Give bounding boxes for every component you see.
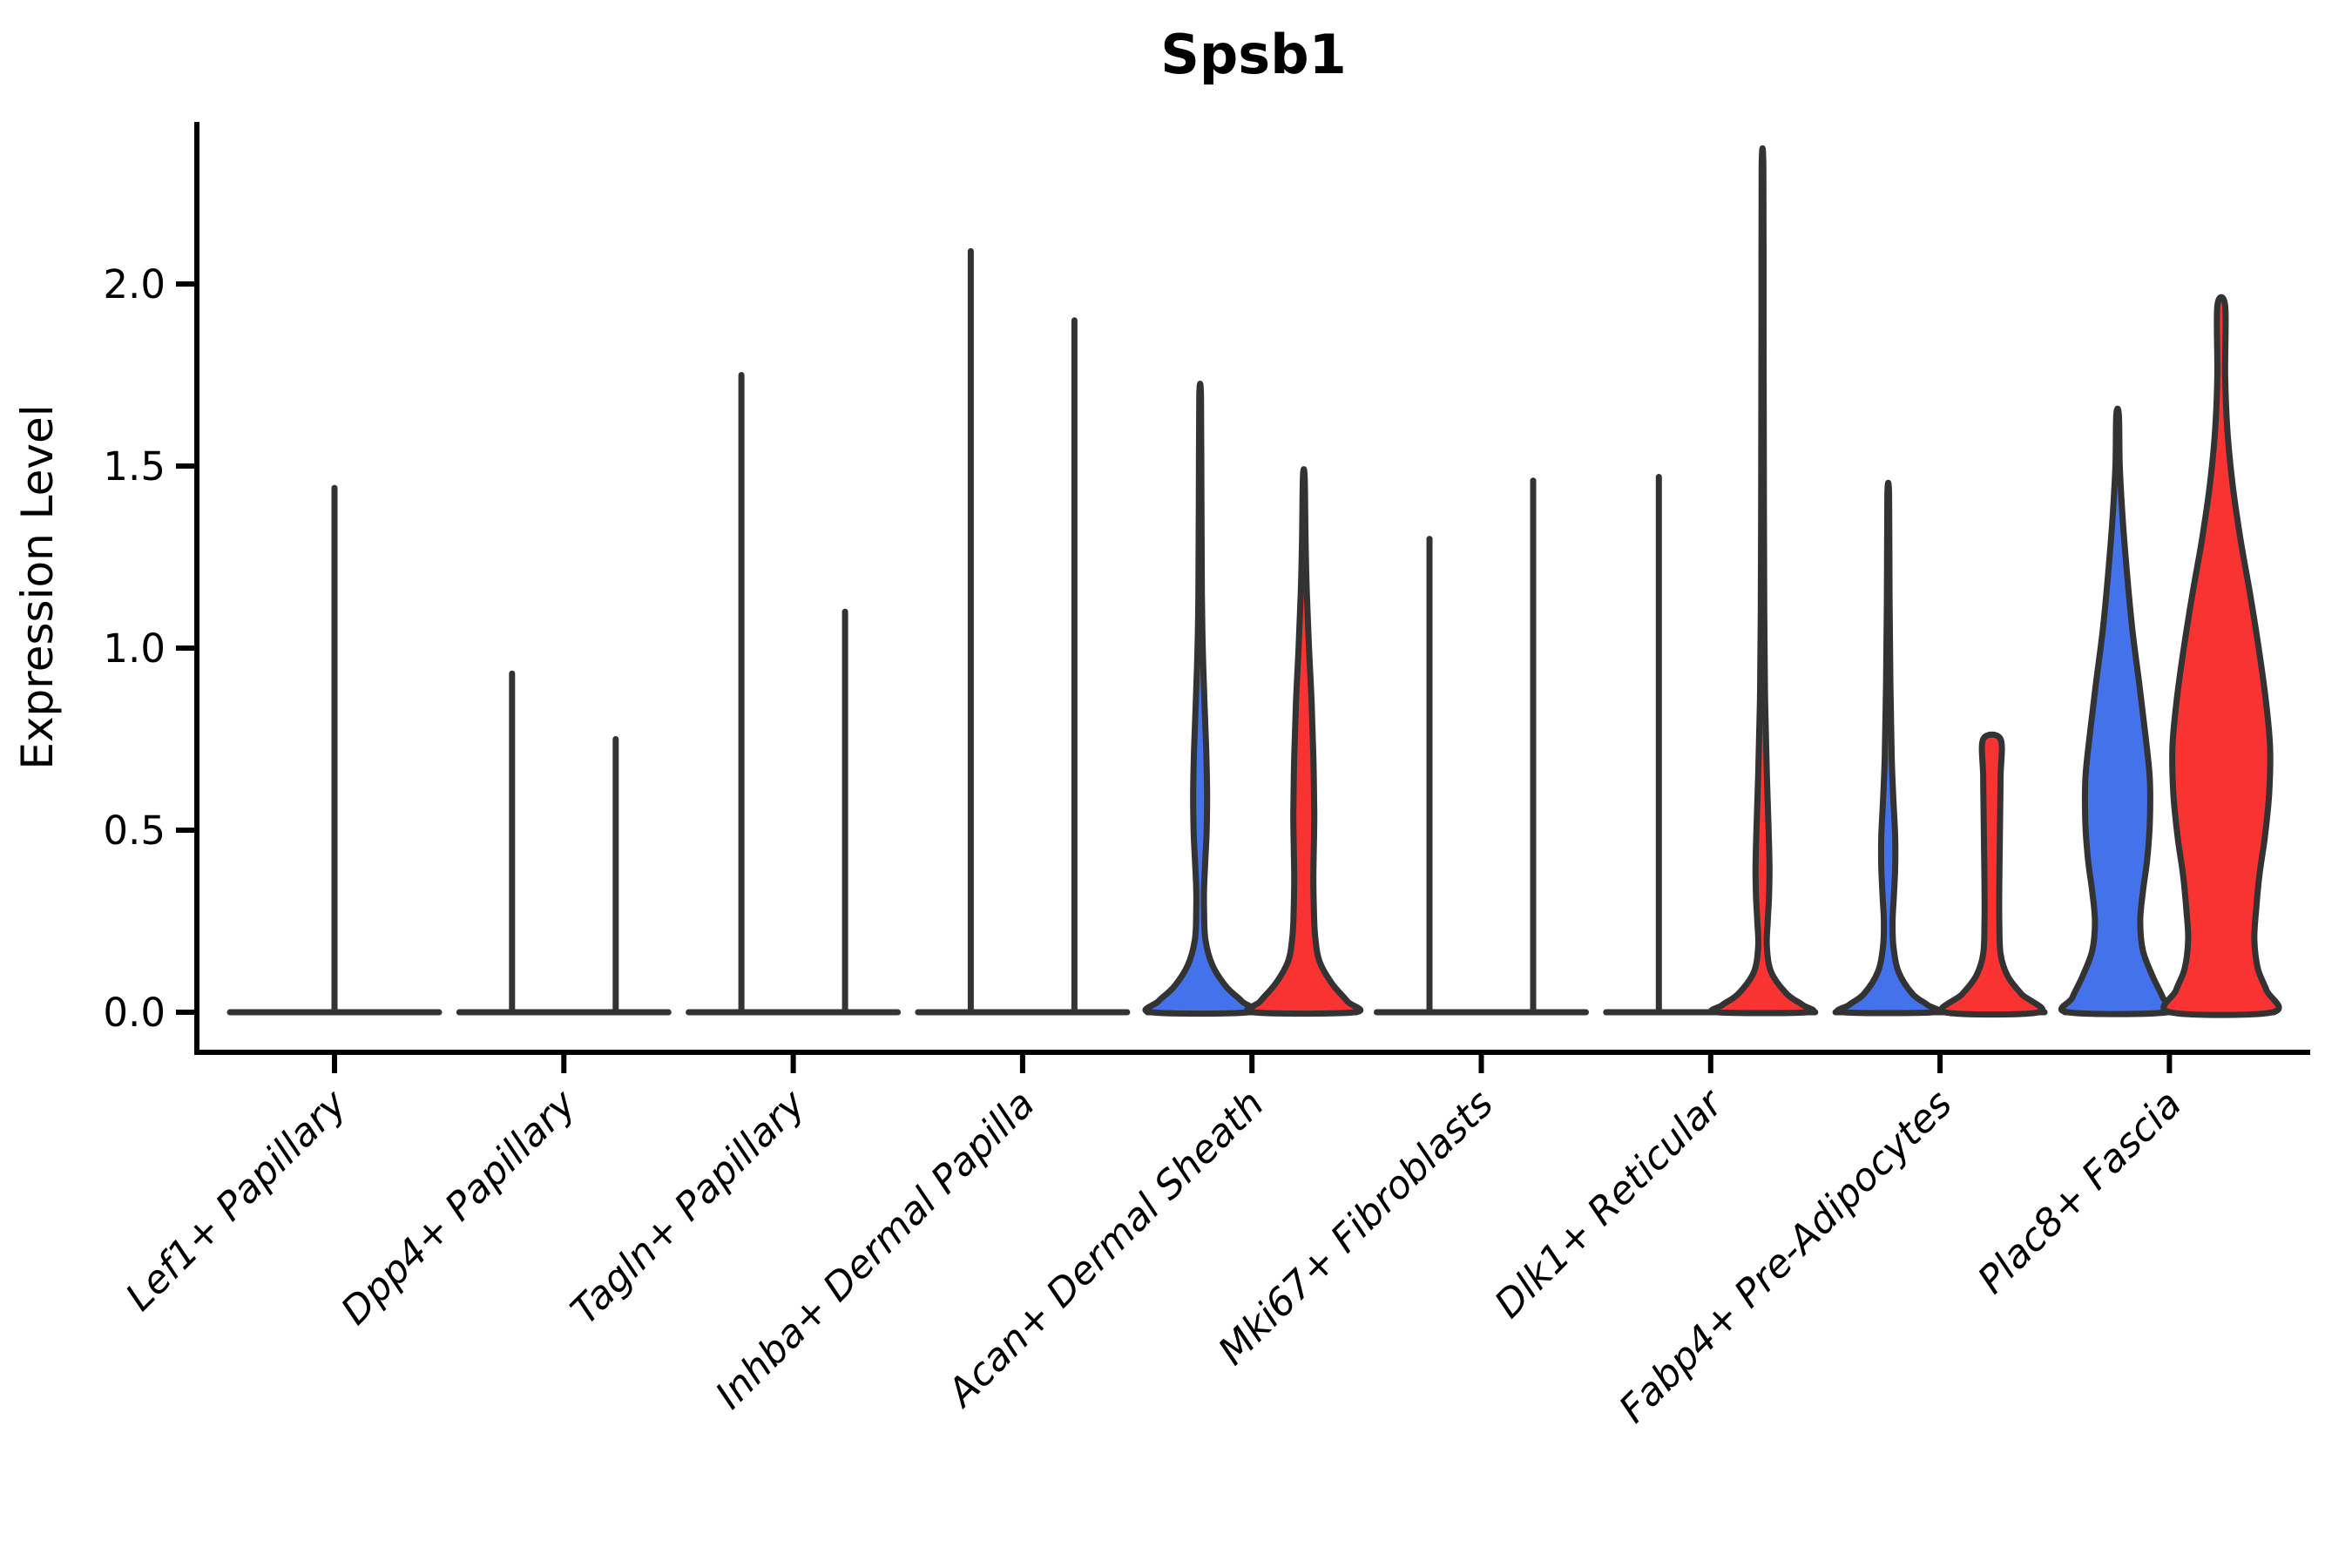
violin-acan-dermal-sheath-blue [1142,380,1258,1017]
violin-acan-dermal-sheath-red [1244,466,1364,1017]
chart-header: Spsb1 [1160,23,1346,86]
x-tick-label-dpp4-papillary: Dpp4+ Papillary [333,1081,585,1334]
violin-layer [226,145,2282,1018]
y-tick-label: 2.0 [103,261,166,308]
y-axis: Expression Level 0.0 0.5 1.0 1.5 2.0 [12,122,199,1055]
violin-fabp4-pre-adipocytes-red [1938,731,2046,1018]
y-axis-title: Expression Level [12,404,63,769]
violin-plac8-fascia-red [2160,294,2282,1018]
y-tick-label: 0.0 [103,990,166,1036]
y-tick-group: 0.0 0.5 1.0 1.5 2.0 [103,261,197,1036]
y-tick-label: 0.5 [103,808,166,854]
y-tick-label: 1.0 [103,625,166,672]
x-tick-label-lef1-papillary: Lef1+ Papillary [118,1081,356,1320]
violin-fabp4-pre-adipocytes-blue [1834,479,1943,1017]
y-tick-label: 1.5 [103,443,166,490]
x-tick-label-tagln-papillary: Tagln+ Papillary [563,1081,814,1333]
x-tick-label-dlk1-reticular: Dlk1+ Reticular [1486,1080,1733,1327]
violin-plac8-fascia-blue [2058,405,2177,1017]
violin-dlk1-reticular-red [1708,145,1817,1017]
chart-title: Spsb1 [1160,23,1346,86]
x-tick-label-plac8-fascia: Plac8+ Fascia [1970,1082,2190,1302]
